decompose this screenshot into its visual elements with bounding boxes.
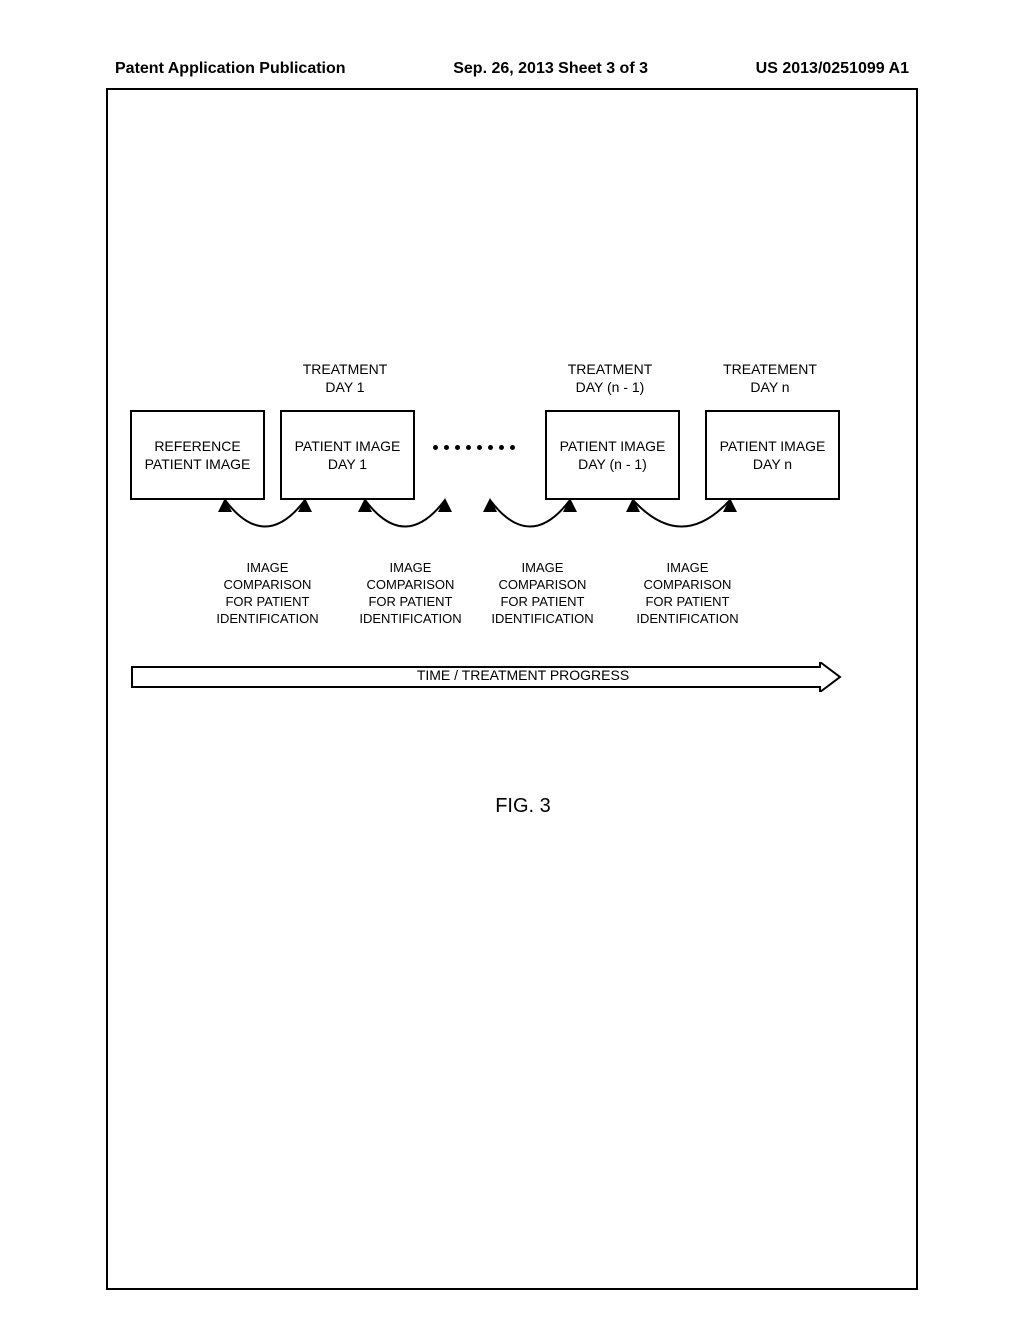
dot [455,445,460,450]
day-label-line2: DAY n [750,379,789,395]
comparison-arc [490,500,570,527]
dot [433,445,438,450]
dot [466,445,471,450]
comparison-arc [365,500,445,527]
box-line1: PATIENT IMAGE [295,438,401,454]
comp-line3: FOR PATIENT [368,594,452,609]
day-label: TREATMENT DAY 1 [285,360,405,396]
comparison-label: IMAGE COMPARISON FOR PATIENT IDENTIFICATION [475,560,610,628]
image-box: PATIENT IMAGE DAY n [705,410,840,500]
comp-line3: FOR PATIENT [500,594,584,609]
header-left: Patent Application Publication [115,60,346,78]
image-box: PATIENT IMAGE DAY (n - 1) [545,410,680,500]
comp-line2: COMPARISON [644,577,732,592]
box-line1: PATIENT IMAGE [720,438,826,454]
ellipsis-dots [433,445,515,450]
comp-line3: FOR PATIENT [225,594,309,609]
box-line1: PATIENT IMAGE [560,438,666,454]
comp-line2: COMPARISON [499,577,587,592]
day-label-line1: TREATMENT [568,361,653,377]
comp-line4: IDENTIFICATION [359,611,461,626]
comparison-label: IMAGE COMPARISON FOR PATIENT IDENTIFICATION [200,560,335,628]
comp-line1: IMAGE [522,560,564,575]
image-box: PATIENT IMAGE DAY 1 [280,410,415,500]
comp-line4: IDENTIFICATION [216,611,318,626]
comp-line3: FOR PATIENT [645,594,729,609]
comp-line2: COMPARISON [224,577,312,592]
comp-line1: IMAGE [667,560,709,575]
page-header: Patent Application Publication Sep. 26, … [0,0,1024,78]
comparison-arc [633,500,730,527]
day-label-line1: TREATMENT [303,361,388,377]
dot [477,445,482,450]
comparison-label: IMAGE COMPARISON FOR PATIENT IDENTIFICATION [343,560,478,628]
comp-line1: IMAGE [247,560,289,575]
boxes-row: REFERENCE PATIENT IMAGE PATIENT IMAGE DAY 1… [130,410,916,500]
day-label-line2: DAY 1 [325,379,364,395]
dot [499,445,504,450]
comparison-arcs [130,498,850,558]
arcs-container [130,498,916,558]
dot [488,445,493,450]
figure-label: FIG. 3 [130,795,916,818]
dot [510,445,515,450]
box-line2: DAY (n - 1) [578,456,647,472]
comparison-label: IMAGE COMPARISON FOR PATIENT IDENTIFICATION [620,560,755,628]
image-box: REFERENCE PATIENT IMAGE [130,410,265,500]
dot [444,445,449,450]
day-label-line1: TREATEMENT [723,361,817,377]
comp-line1: IMAGE [390,560,432,575]
comparison-arc [225,500,305,527]
day-label: TREATEMENT DAY n [710,360,830,396]
comp-line4: IDENTIFICATION [491,611,593,626]
day-label-line2: DAY (n - 1) [576,379,645,395]
comp-line2: COMPARISON [367,577,455,592]
header-right: US 2013/0251099 A1 [756,60,909,78]
box-line2: DAY n [753,456,792,472]
day-label: TREATMENT DAY (n - 1) [550,360,670,396]
box-line1: REFERENCE [154,438,240,454]
box-line2: PATIENT IMAGE [145,456,251,472]
comp-line4: IDENTIFICATION [636,611,738,626]
box-line2: DAY 1 [328,456,367,472]
timeline-text: TIME / TREATMENT PROGRESS [130,667,916,683]
header-center: Sep. 26, 2013 Sheet 3 of 3 [453,60,648,78]
